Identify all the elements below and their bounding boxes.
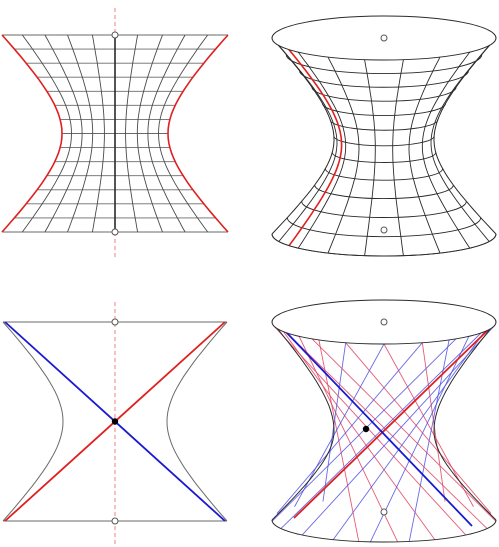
axis-bottom-point	[111, 517, 119, 525]
meridian-curve	[278, 45, 338, 242]
meridian-curve	[297, 51, 347, 249]
ruling-line-family-a	[286, 332, 488, 529]
ruling-line-family-a	[345, 342, 492, 514]
axis-top-point	[380, 318, 388, 326]
grid-column-curve	[147, 34, 186, 233]
grid-column-curve	[91, 34, 105, 233]
outline-right	[433, 37, 497, 235]
panel-profile-grid	[1, 8, 229, 258]
panel-hyperboloid-grid	[271, 15, 497, 257]
profile-curve-left	[2, 321, 64, 522]
parallel-curve	[324, 168, 444, 181]
bottom-arc	[271, 233, 497, 257]
axis-top-point	[380, 34, 388, 42]
ruling-line-family-a	[311, 305, 360, 542]
ruling-line-family-b	[322, 342, 347, 502]
profile-curve-right	[167, 34, 229, 233]
meridian-curve	[430, 45, 490, 242]
profile-curve-right	[166, 321, 228, 522]
parallel-curve	[299, 70, 469, 88]
meridian-curve	[392, 59, 404, 256]
bottom-arc	[271, 519, 497, 543]
ruling-line-family-b	[276, 342, 423, 514]
parallel-curve	[329, 119, 439, 131]
parallel-curve	[321, 103, 447, 116]
panel-hyperboloid-ruled	[271, 299, 497, 543]
profile-curve-left	[1, 34, 63, 233]
ruling-line-family-b	[301, 325, 495, 536]
intersection-point	[111, 418, 119, 425]
ruling-highlight-red	[293, 329, 489, 519]
axis-bottom-point	[111, 228, 119, 236]
grid-column-curve	[21, 34, 72, 233]
grid-column-curve	[158, 34, 209, 233]
ruling-highlight-blue	[285, 331, 473, 527]
parallel-curve	[286, 217, 482, 238]
ruling-line-family-b	[332, 317, 495, 540]
intersection-point	[362, 425, 370, 433]
axis-bottom-point	[380, 226, 388, 234]
ruling-line-family-a	[273, 325, 467, 536]
parallel-curve	[333, 135, 435, 147]
meridian-curve	[408, 56, 441, 254]
axis-top-point	[111, 318, 119, 326]
ruling-line-family-a	[421, 342, 446, 502]
outline-left	[271, 37, 335, 235]
ruling-line-family-a	[286, 310, 398, 543]
ruling-line-family-b	[408, 305, 457, 542]
panel-profile-lines	[2, 302, 228, 545]
grid-column-curve	[125, 34, 139, 233]
parallel-curve	[301, 201, 467, 218]
meridian-curve	[327, 56, 360, 254]
meridian-curve	[364, 59, 376, 256]
grid-column-curve	[67, 34, 94, 233]
parallel-curve	[331, 152, 437, 163]
grid-column-curve	[136, 34, 163, 233]
outline-left	[271, 321, 335, 521]
axis-top-point	[111, 31, 119, 39]
outline-right	[433, 321, 497, 521]
profile-meridian-red	[288, 49, 343, 247]
axis-bottom-point	[380, 508, 388, 516]
parallel-curve	[285, 54, 483, 74]
parallel-curve	[311, 86, 457, 102]
grid-column-curve	[44, 34, 83, 233]
ruling-line-family-b	[370, 310, 482, 543]
parallel-curve	[314, 184, 454, 200]
meridian-curve	[421, 51, 471, 249]
